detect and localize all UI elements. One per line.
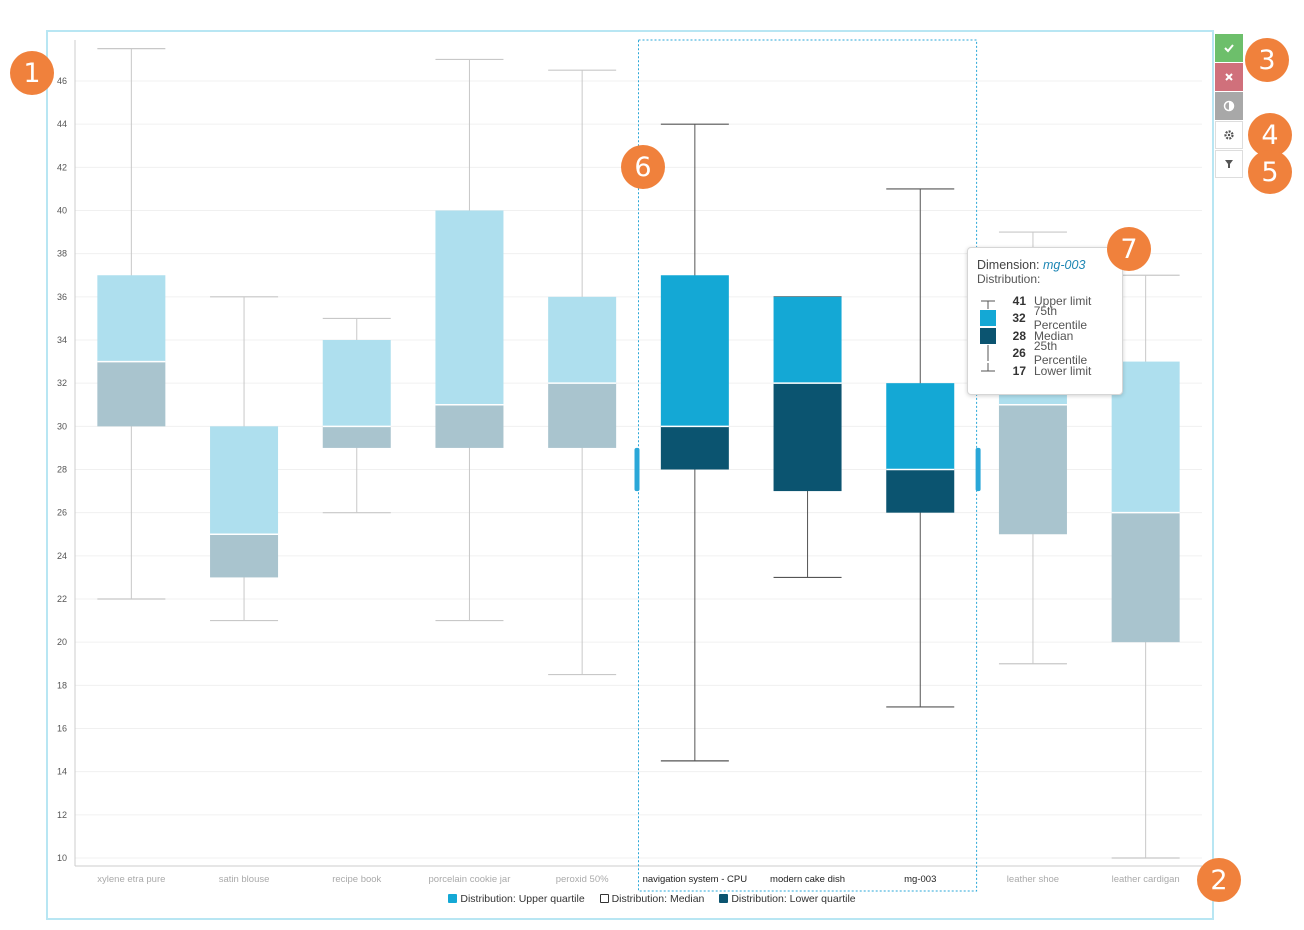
tooltip-row-q1: 26 25th Percentile [987, 339, 1088, 368]
tooltip-dimension-value: mg-003 [1043, 258, 1086, 272]
y-tick-label: 16 [57, 724, 67, 734]
cancel-selection-button[interactable] [1215, 63, 1243, 91]
y-tick-label: 34 [57, 335, 67, 345]
y-tick-label: 22 [57, 594, 67, 604]
x-tick-label: navigation system - CPU [643, 874, 748, 885]
x-tick-label: leather shoe [1007, 874, 1059, 885]
box-6: modern cake dish [770, 296, 845, 885]
filter-button[interactable] [1215, 150, 1243, 178]
box-0: xylene etra pure [97, 48, 166, 885]
contrast-icon [1223, 100, 1235, 112]
close-icon [1225, 73, 1233, 81]
lower-quartile-box [435, 404, 504, 448]
upper-quartile-box [773, 296, 842, 384]
upper-quartile-box [97, 275, 166, 362]
y-tick-label: 20 [57, 637, 67, 647]
box-5: navigation system - CPU [643, 123, 748, 885]
y-tick-label: 46 [57, 76, 67, 86]
y-tick-label: 44 [57, 119, 67, 129]
settings-button[interactable] [1215, 121, 1243, 149]
callout-1: 1 [10, 51, 54, 95]
tooltip-row-median: 28 Median [977, 327, 1113, 345]
range-handle-right [975, 447, 981, 492]
y-tick-label: 10 [57, 853, 67, 863]
chart-legend: Distribution: Upper quartile Distributio… [0, 893, 1304, 905]
lower-quartile-box [660, 426, 729, 470]
box-2: recipe book [322, 317, 391, 885]
callout-2: 2 [1197, 858, 1241, 902]
box-1: satin blouse [210, 296, 279, 885]
x-tick-label: modern cake dish [770, 874, 845, 885]
box-3: porcelain cookie jar [429, 58, 511, 885]
whisker-icon [977, 293, 999, 309]
box-7: mg-003 [886, 188, 955, 885]
lower-quartile-box [548, 383, 617, 448]
y-tick-label: 28 [57, 465, 67, 475]
check-icon [1224, 44, 1234, 53]
x-tick-label: porcelain cookie jar [429, 874, 511, 885]
y-tick-label: 40 [57, 206, 67, 216]
upper-quartile-box [660, 275, 729, 427]
tooltip-row-lower-limit: 17 Lower limit [977, 362, 1113, 380]
y-tick-label: 36 [57, 292, 67, 302]
callout-3: 3 [1245, 38, 1289, 82]
upper-quartile-box [435, 210, 504, 405]
tooltip: Dimension: mg-003 Distribution: 41 Upper … [967, 247, 1123, 395]
x-tick-label: satin blouse [219, 874, 270, 885]
y-tick-label: 12 [57, 810, 67, 820]
upper-quartile-box [322, 340, 391, 427]
lower-quartile-box [998, 404, 1067, 535]
y-tick-label: 14 [57, 767, 67, 777]
upper-quartile-swatch [980, 310, 996, 327]
tooltip-distribution-label: Distribution: [977, 272, 1041, 286]
lasso-button[interactable] [1215, 92, 1243, 120]
y-tick-label: 26 [57, 508, 67, 518]
callout-7: 7 [1107, 227, 1151, 271]
x-tick-label: mg-003 [904, 874, 936, 885]
tooltip-row-q3: 32 75th Percentile [977, 304, 1113, 332]
tooltip-dimension-label: Dimension: [977, 258, 1040, 272]
whisker-icon [977, 362, 999, 379]
y-tick-label: 42 [57, 162, 67, 172]
legend-item-lower[interactable]: Distribution: Lower quartile [719, 893, 856, 905]
upper-quartile-box [886, 383, 955, 470]
lower-quartile-box [210, 534, 279, 578]
legend-item-upper[interactable]: Distribution: Upper quartile [448, 893, 585, 905]
y-tick-label: 30 [57, 421, 67, 431]
y-tick-label: 32 [57, 378, 67, 388]
y-tick-label: 38 [57, 249, 67, 259]
lower-quartile-swatch [980, 327, 996, 344]
y-tick-label: 24 [57, 551, 67, 561]
x-tick-label: recipe book [332, 874, 381, 885]
range-handle-left [634, 447, 640, 492]
legend-item-median[interactable]: Distribution: Median [599, 893, 704, 905]
tooltip-row-upper-limit: 41 Upper limit [977, 292, 1113, 310]
x-tick-label: xylene etra pure [97, 874, 165, 885]
funnel-icon [1225, 160, 1233, 168]
lower-quartile-box [773, 383, 842, 492]
lower-quartile-box [886, 469, 955, 513]
x-tick-label: peroxid 50% [556, 874, 609, 885]
upper-quartile-box [548, 296, 617, 384]
callout-4: 4 [1248, 113, 1292, 157]
upper-quartile-box [210, 426, 279, 535]
lower-quartile-box [322, 426, 391, 448]
lower-quartile-box [1111, 512, 1180, 643]
confirm-selection-button[interactable] [1215, 34, 1243, 62]
x-tick-label: leather cardigan [1112, 874, 1180, 885]
lower-quartile-box [97, 361, 166, 427]
callout-5: 5 [1248, 150, 1292, 194]
callout-6: 6 [621, 145, 665, 189]
gear-icon [1224, 130, 1234, 140]
box-4: peroxid 50% [548, 69, 617, 885]
y-tick-label: 18 [57, 680, 67, 690]
